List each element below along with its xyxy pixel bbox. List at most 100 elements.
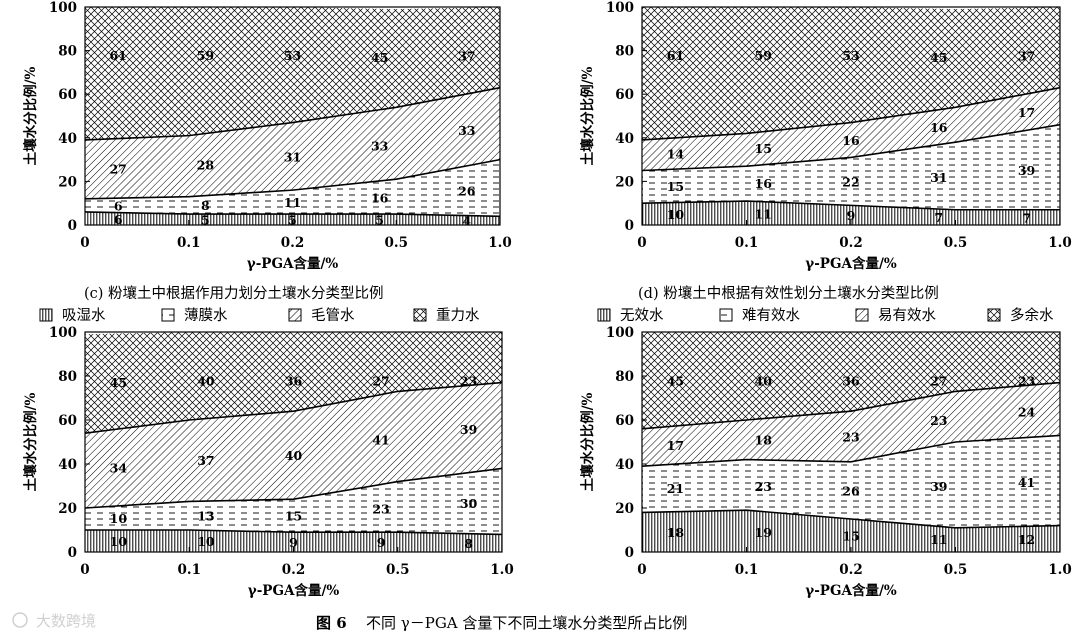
- value-label: 11: [284, 195, 301, 210]
- area-dashed: [85, 468, 502, 535]
- value-label: 53: [284, 48, 301, 63]
- value-label: 15: [755, 141, 772, 156]
- caption-panel-d: (d) 粉壤土中根据有效性划分土壤水分类型比例: [638, 284, 939, 302]
- legend-label: 易有效水: [878, 307, 936, 324]
- area-vertical: [642, 510, 1060, 552]
- value-label: 30: [460, 496, 478, 511]
- y-tick-label: 20: [615, 501, 634, 517]
- value-label: 16: [755, 176, 773, 191]
- value-label: 11: [930, 532, 947, 547]
- y-tick-label: 20: [615, 174, 634, 190]
- y-tick-label: 0: [68, 545, 77, 561]
- x-axis-title: γ-PGA含量/%: [248, 582, 340, 599]
- value-label: 33: [371, 138, 388, 153]
- value-label: 16: [842, 133, 860, 148]
- boundary-line: [641, 434, 1061, 467]
- x-tick-label: 0.5: [944, 562, 968, 578]
- chart-panel-c: 0 20 40 60 80 100 0 0.1 0.2 0.5 1.0 γ-PGA含量/% 土壤水分比例…: [22, 0, 512, 272]
- value-label: 26: [842, 483, 860, 498]
- legend-swatch-dashed: [719, 308, 733, 322]
- value-label: 33: [458, 123, 475, 138]
- area-diagonal: [85, 382, 502, 508]
- legend-swatch-crosshatch: [987, 308, 1001, 322]
- y-tick-label: 60: [615, 413, 634, 429]
- value-label: 6: [114, 212, 123, 227]
- watermark-icon: [12, 612, 28, 628]
- y-tick-label: 80: [58, 369, 77, 385]
- value-label: 45: [930, 50, 947, 65]
- y-tick-label: 20: [58, 174, 77, 190]
- y-tick-label: 80: [615, 44, 634, 60]
- value-label: 59: [755, 48, 772, 63]
- legend-swatch-vertical: [39, 308, 53, 322]
- value-label: 28: [197, 158, 215, 173]
- x-tick-label: 0.2: [282, 562, 306, 578]
- x-axis-title: γ-PGA含量/%: [805, 255, 897, 272]
- value-label: 40: [755, 373, 773, 388]
- value-label: 40: [197, 373, 215, 388]
- value-label: 10: [110, 534, 128, 549]
- legend-label: 难有效水: [742, 307, 800, 324]
- figure-caption-label: 图 6: [316, 614, 347, 632]
- value-label: 40: [285, 448, 303, 463]
- value-label: 37: [458, 49, 475, 64]
- boundary-line: [84, 211, 501, 218]
- value-label: 61: [667, 48, 684, 63]
- boundary-line: [84, 381, 503, 434]
- value-label: 61: [109, 48, 126, 63]
- value-label: 36: [842, 373, 860, 388]
- value-label: 27: [109, 161, 126, 176]
- value-label: 15: [285, 509, 302, 524]
- value-label: 23: [755, 479, 772, 494]
- y-tick-label: 100: [606, 325, 634, 341]
- legend-swatch-diagonal: [855, 308, 869, 322]
- y-tick-label: 100: [49, 0, 77, 16]
- legend-swatch-crosshatch: [413, 308, 427, 322]
- legend-swatch-dashed: [161, 308, 175, 322]
- value-label: 45: [110, 375, 127, 390]
- boundary-line: [84, 86, 501, 141]
- legend-label: 无效水: [620, 307, 664, 324]
- legend-label: 薄膜水: [184, 307, 228, 324]
- value-label: 11: [755, 206, 772, 221]
- area-vertical: [642, 201, 1060, 225]
- area-dashed: [642, 124, 1060, 210]
- y-tick-label: 0: [68, 218, 77, 234]
- watermark-logo-text: 大数跨境: [36, 612, 96, 630]
- value-label: 31: [930, 170, 947, 185]
- legend-label: 毛管水: [311, 307, 355, 324]
- legend-label: 吸湿水: [62, 307, 106, 324]
- x-tick-label: 0.2: [281, 235, 305, 251]
- x-tick-label: 1.0: [488, 235, 512, 251]
- y-tick-label: 0: [625, 545, 634, 561]
- value-label: 8: [464, 536, 473, 551]
- area-crosshatch: [85, 332, 502, 434]
- x-tick-label: 0: [80, 562, 89, 578]
- value-label: 53: [842, 48, 859, 63]
- area-diagonal: [642, 382, 1060, 467]
- area-crosshatch: [642, 332, 1060, 429]
- legend-force: 吸湿水 薄膜水 毛管水 重力水: [39, 307, 480, 324]
- value-label: 9: [289, 535, 298, 550]
- y-tick-label: 40: [58, 131, 77, 147]
- caption-panel-c: (c) 粉壤土中根据作用力划分土壤水分类型比例: [84, 284, 384, 302]
- value-label: 27: [930, 373, 947, 388]
- value-label: 24: [1018, 404, 1036, 419]
- chart-panel-e: 0 20 40 60 80 100 0 0.1 0.2 0.5 1.0 γ-PGA含量/% 土壤水分比例…: [22, 325, 514, 599]
- x-tick-label: 1.0: [490, 562, 514, 578]
- area-diagonal: [85, 87, 500, 199]
- boundary-line: [641, 509, 1061, 529]
- x-tick-label: 0.5: [385, 235, 409, 251]
- x-tick-label: 0: [637, 235, 646, 251]
- boundary-line: [84, 158, 501, 200]
- y-axis-title: 土壤水分比例/%: [579, 66, 596, 165]
- value-label: 26: [458, 184, 476, 199]
- value-label: 23: [460, 373, 477, 388]
- y-tick-label: 40: [615, 457, 634, 473]
- value-label: 23: [1018, 373, 1035, 388]
- x-tick-label: 0.2: [839, 235, 863, 251]
- value-label: 5: [288, 213, 297, 228]
- boundary-line: [641, 86, 1061, 141]
- x-axis-title: γ-PGA含量/%: [805, 582, 897, 599]
- value-label: 9: [377, 535, 386, 550]
